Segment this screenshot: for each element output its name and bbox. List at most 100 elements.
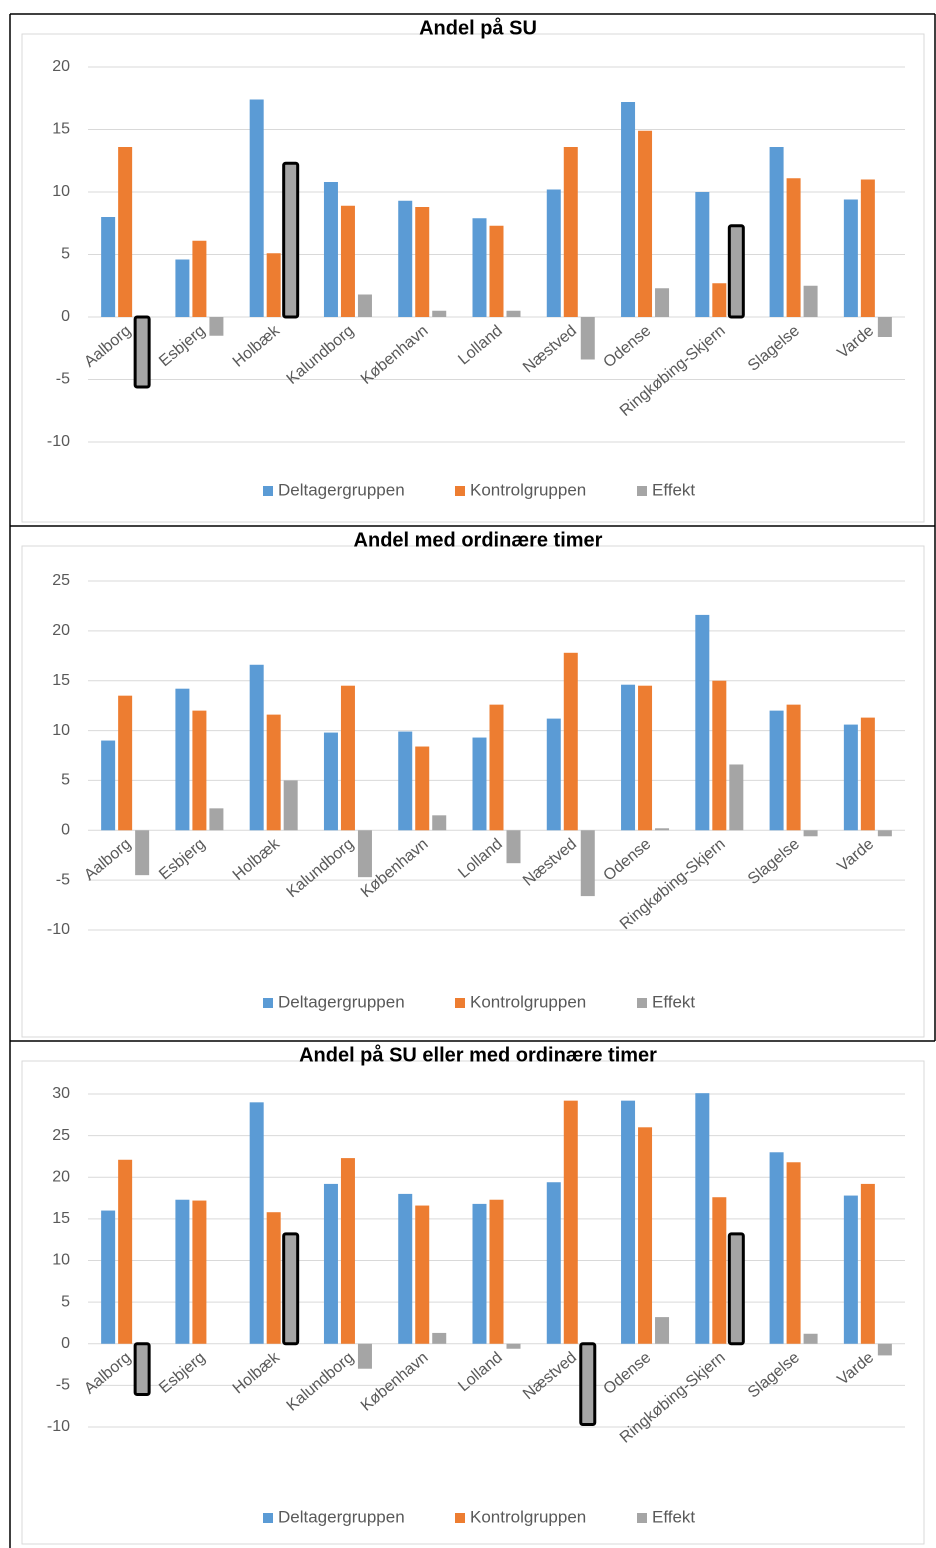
highlighted-bar bbox=[579, 1342, 597, 1427]
bar bbox=[506, 310, 521, 317]
bar bbox=[655, 288, 670, 317]
bar bbox=[712, 1197, 727, 1344]
y-tick-label: 20 bbox=[52, 58, 70, 75]
bar bbox=[877, 317, 892, 337]
bar bbox=[398, 731, 413, 831]
bar bbox=[546, 189, 561, 317]
bar bbox=[249, 1102, 264, 1344]
bar bbox=[769, 147, 784, 317]
bar bbox=[209, 808, 224, 831]
bar bbox=[249, 664, 264, 831]
y-tick-label: 5 bbox=[61, 1293, 70, 1310]
highlighted-bar bbox=[133, 1342, 151, 1397]
bar bbox=[432, 1332, 447, 1344]
bar bbox=[638, 130, 653, 317]
legend-swatch bbox=[455, 486, 465, 496]
y-tick-label: -5 bbox=[56, 371, 70, 388]
legend-label: Kontrolgruppen bbox=[470, 480, 586, 499]
chart-title: Andel med ordinære timer bbox=[354, 529, 603, 551]
bar bbox=[415, 1205, 430, 1344]
bar bbox=[118, 147, 133, 317]
bar bbox=[266, 1212, 281, 1344]
bar bbox=[472, 218, 487, 317]
y-tick-label: -5 bbox=[56, 1377, 70, 1394]
bar bbox=[340, 205, 355, 317]
y-tick-label: 15 bbox=[52, 672, 70, 689]
legend-swatch bbox=[637, 998, 647, 1008]
bar bbox=[489, 1199, 504, 1344]
bar bbox=[135, 830, 150, 876]
bar bbox=[506, 830, 521, 864]
bar bbox=[803, 285, 818, 317]
bar bbox=[192, 710, 207, 831]
y-tick-label: 20 bbox=[52, 622, 70, 639]
y-tick-label: 20 bbox=[52, 1168, 70, 1185]
y-tick-label: 5 bbox=[61, 246, 70, 263]
highlighted-bar bbox=[727, 224, 745, 319]
bar bbox=[357, 294, 372, 317]
highlighted-bar bbox=[282, 161, 300, 319]
bar bbox=[101, 740, 116, 831]
bar bbox=[340, 685, 355, 831]
bar bbox=[432, 815, 447, 831]
y-tick-label: 15 bbox=[52, 121, 70, 138]
y-tick-label: -5 bbox=[56, 871, 70, 888]
y-tick-label: -10 bbox=[47, 921, 70, 938]
legend-label: Deltagergruppen bbox=[278, 480, 405, 499]
bar bbox=[415, 207, 430, 317]
legend-label: Effekt bbox=[652, 480, 695, 499]
bar bbox=[563, 652, 578, 831]
bar bbox=[621, 1100, 636, 1344]
bar bbox=[877, 830, 892, 837]
legend-swatch bbox=[637, 486, 647, 496]
bar bbox=[621, 684, 636, 831]
bar bbox=[472, 737, 487, 831]
bar bbox=[192, 240, 207, 317]
bar bbox=[323, 732, 338, 831]
bar bbox=[323, 1183, 338, 1344]
legend-swatch bbox=[263, 1513, 273, 1523]
bar bbox=[546, 718, 561, 831]
bar bbox=[843, 724, 858, 831]
bar bbox=[323, 182, 338, 317]
highlighted-bar bbox=[282, 1232, 300, 1346]
legend-label: Effekt bbox=[652, 1507, 695, 1526]
bar bbox=[843, 1195, 858, 1344]
y-tick-label: 10 bbox=[52, 1252, 70, 1269]
legend-label: Effekt bbox=[652, 992, 695, 1011]
bar bbox=[860, 179, 875, 317]
bar bbox=[398, 200, 413, 317]
bar bbox=[695, 1093, 710, 1344]
bar bbox=[546, 1182, 561, 1344]
bar bbox=[580, 317, 595, 360]
bar bbox=[432, 310, 447, 317]
bar bbox=[580, 830, 595, 897]
bar bbox=[769, 1152, 784, 1344]
bar bbox=[175, 259, 190, 317]
bar bbox=[563, 1100, 578, 1344]
bar bbox=[860, 1183, 875, 1344]
bar bbox=[489, 225, 504, 317]
y-tick-label: -10 bbox=[47, 433, 70, 450]
chart-area bbox=[21, 1060, 925, 1545]
legend-label: Deltagergruppen bbox=[278, 992, 405, 1011]
bar bbox=[638, 685, 653, 831]
bar bbox=[283, 780, 298, 831]
chart-area bbox=[21, 33, 925, 523]
bar bbox=[729, 764, 744, 831]
highlighted-bar bbox=[727, 1232, 745, 1346]
bar bbox=[621, 102, 636, 317]
y-tick-label: 10 bbox=[52, 183, 70, 200]
bar bbox=[786, 1162, 801, 1344]
y-tick-label: 0 bbox=[61, 822, 70, 839]
bar bbox=[638, 1127, 653, 1344]
chart-title: Andel på SU eller med ordinære timer bbox=[299, 1043, 657, 1066]
legend-swatch bbox=[263, 486, 273, 496]
bar bbox=[843, 199, 858, 317]
legend-swatch bbox=[455, 998, 465, 1008]
bar bbox=[357, 1343, 372, 1369]
bar bbox=[506, 1343, 521, 1349]
bar bbox=[101, 217, 116, 317]
bar bbox=[472, 1203, 487, 1344]
legend-label: Kontrolgruppen bbox=[470, 992, 586, 1011]
